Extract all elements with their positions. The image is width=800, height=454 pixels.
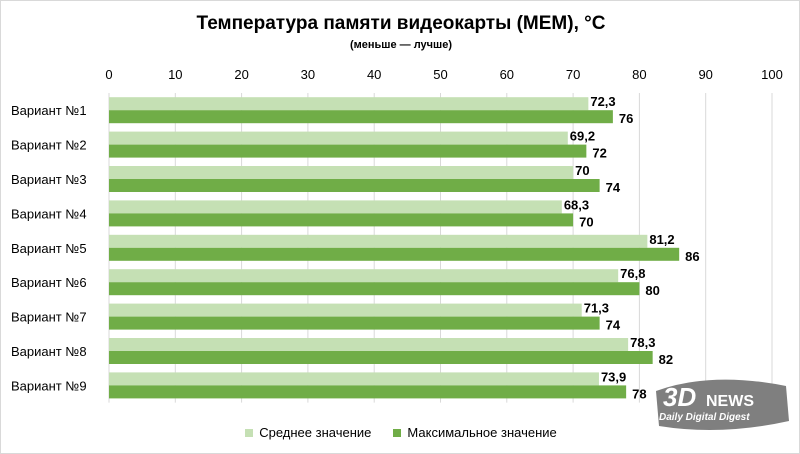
category-label: Вариант №8 [11,344,87,359]
chart-subtitle: (меньше — лучше) [349,39,453,51]
bar-avg [109,200,562,214]
bar-avg [109,303,582,317]
data-label-avg: 69,2 [570,129,595,144]
legend-swatch-max [393,428,402,437]
svg-text:NEWS: NEWS [706,393,754,410]
data-label-avg: 70 [575,163,589,178]
data-label-max: 82 [659,352,673,367]
category-label: Вариант №7 [11,310,87,325]
x-tick-label: 60 [500,67,514,82]
category-label: Вариант №1 [11,103,87,118]
data-label-avg: 73,9 [601,369,626,384]
data-label-avg: 71,3 [584,301,609,316]
data-label-avg: 81,2 [649,232,674,247]
x-tick-label: 100 [761,67,783,82]
data-label-avg: 68,3 [564,197,589,212]
bar-avg [109,166,574,179]
legend-item-max: Максимальное значение [393,425,557,440]
data-label-max: 86 [685,249,699,264]
bar-max [109,179,600,192]
x-tick-label: 50 [433,67,447,82]
x-tick-label: 40 [367,67,381,82]
bar-max [109,351,653,364]
legend: Среднее значение Максимальное значение [1,425,799,440]
bar-max [109,144,587,158]
legend-label-max: Максимальное значение [407,425,557,440]
category-label: Вариант №9 [11,378,87,393]
bar-max [109,247,680,261]
data-label-avg: 76,8 [620,266,645,281]
bar-avg [109,372,599,386]
data-label-max: 78 [632,386,646,401]
x-tick-label: 70 [566,67,580,82]
category-label: Вариант №3 [11,172,87,187]
bar-avg [109,97,589,111]
bar-max [109,385,627,399]
data-label-max: 80 [645,283,659,298]
bar-max [109,316,600,330]
data-label-max: 70 [579,214,593,229]
bar-avg [109,234,648,248]
legend-swatch-avg [245,428,254,437]
data-label-max: 76 [619,111,633,126]
x-tick-label: 10 [168,67,182,82]
bar-max [109,110,613,124]
bar-max [109,213,574,227]
data-label-avg: 78,3 [630,335,655,350]
data-label-max: 74 [606,318,621,333]
svg-text:3D: 3D [663,382,696,412]
x-tick-label: 0 [105,67,112,82]
data-label-avg: 72,3 [590,94,615,109]
data-label-max: 74 [606,180,621,195]
category-label: Вариант №6 [11,275,87,290]
svg-text:Daily Digital Digest: Daily Digital Digest [659,412,750,423]
category-label: Вариант №5 [11,241,87,256]
x-tick-label: 90 [698,67,712,82]
data-label-max: 72 [592,146,606,161]
bar-avg [109,269,619,283]
3dnews-logo: 3D NEWS Daily Digital Digest [656,379,789,430]
legend-label-avg: Среднее значение [259,425,372,440]
x-tick-label: 80 [632,67,646,82]
bar-avg [109,131,568,145]
bar-max [109,282,640,296]
bar-avg [109,338,629,351]
category-label: Вариант №2 [11,138,87,153]
x-tick-label: 20 [234,67,248,82]
category-label: Вариант №4 [11,206,87,221]
x-tick-label: 30 [301,67,315,82]
chart-title: Температура памяти видеокарты (MEM), °C [196,13,606,34]
legend-item-avg: Среднее значение [245,425,371,440]
